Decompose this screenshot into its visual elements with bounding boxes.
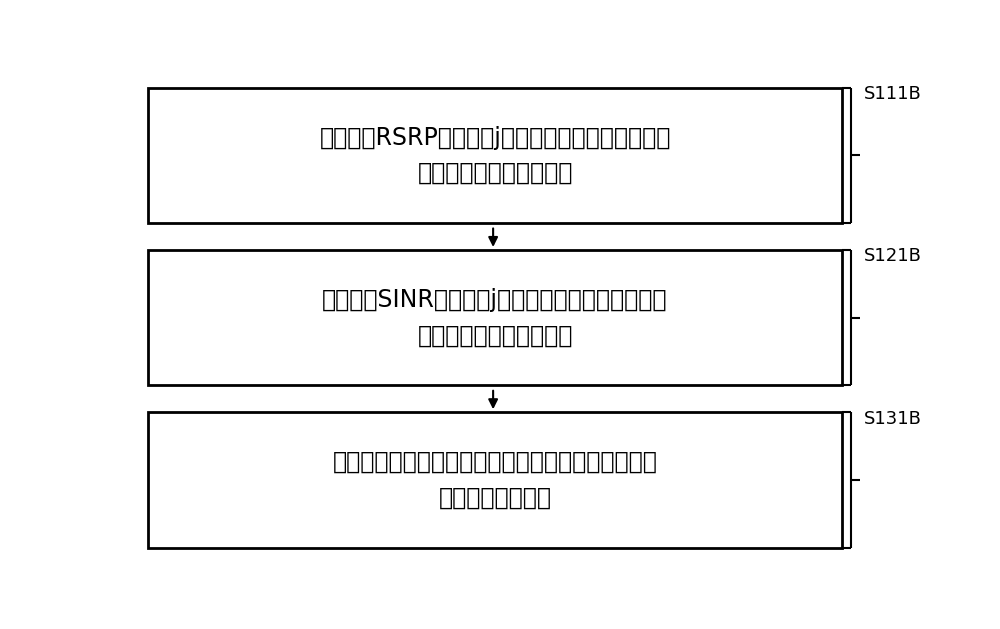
FancyBboxPatch shape: [148, 412, 842, 548]
Text: 根据所述第一接入小区以及所述第二接入小区，确定
所述候选接入小区: 根据所述第一接入小区以及所述第二接入小区，确定 所述候选接入小区: [333, 450, 658, 509]
Text: S111B: S111B: [864, 85, 922, 103]
Text: 根据所述SINR对所述第j个频点下的所述服务小区进
行筛选得到第二接入小区: 根据所述SINR对所述第j个频点下的所述服务小区进 行筛选得到第二接入小区: [322, 288, 668, 347]
FancyBboxPatch shape: [148, 250, 842, 386]
Text: S121B: S121B: [864, 247, 922, 265]
FancyBboxPatch shape: [148, 87, 842, 223]
Text: 根据所述RSRP对所述第j个频点下的所述服务小区进
行筛选得到第一接入小区: 根据所述RSRP对所述第j个频点下的所述服务小区进 行筛选得到第一接入小区: [319, 126, 671, 185]
Text: S131B: S131B: [864, 409, 922, 428]
